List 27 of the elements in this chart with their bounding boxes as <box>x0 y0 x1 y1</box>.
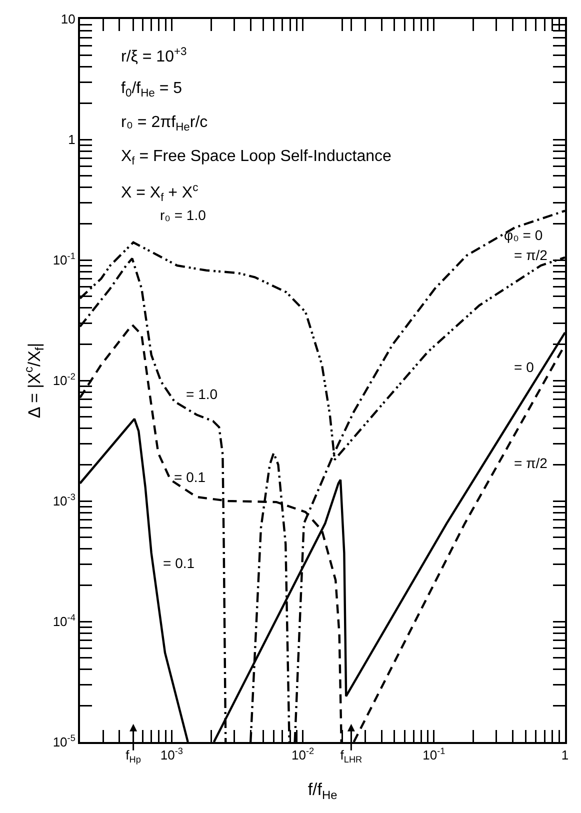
y-tick-label: 1 <box>68 132 76 148</box>
annotation: X$_{f}$ = Free Space Loop Self-Inductance <box>121 148 392 168</box>
annotation: φ₀ = 0 <box>504 227 543 243</box>
x-tick-label: 10$^{-1}$ <box>422 746 446 763</box>
annotation: r₀ = 2πf$_{He}$r/c <box>121 114 208 134</box>
annotation: r/ξ = 10$^{+3}$ <box>121 46 187 66</box>
annotation: = 0.1 <box>174 469 206 485</box>
annotation: = π/2 <box>514 455 548 471</box>
x-tick-label: 10$^{-3}$ <box>160 746 183 763</box>
x-tick-label: f$_{LHR}$ <box>340 748 363 764</box>
annotation: = 1.0 <box>186 386 218 402</box>
annotation: = 0.1 <box>163 555 195 571</box>
y-tick-label: 10$^{-2}$ <box>52 372 76 388</box>
x-tick-label: 1 <box>561 748 569 763</box>
y-tick-label: 10$^{-5}$ <box>52 733 76 750</box>
y-tick-label: 10$^{-4}$ <box>52 612 76 630</box>
x-axis-title: f/f$_{He}$ <box>308 780 338 802</box>
annotation: X = X$_{f}$ + X$^{c}$ <box>121 182 199 204</box>
y-tick-label: 10 <box>60 12 76 27</box>
annotation: r₀ = 1.0 <box>160 207 206 223</box>
x-tick-label: 10$^{-2}$ <box>291 746 314 763</box>
x-tick-label: f$_{Hp}$ <box>126 748 141 764</box>
annotation: = 0 <box>514 359 534 375</box>
y-tick-label: 10$^{-1}$ <box>52 251 76 268</box>
annotation: = π/2 <box>514 247 548 263</box>
annotation: f$_{0}$/f$_{He}$ = 5 <box>121 80 182 100</box>
y-tick-label: 10$^{-3}$ <box>52 492 76 509</box>
